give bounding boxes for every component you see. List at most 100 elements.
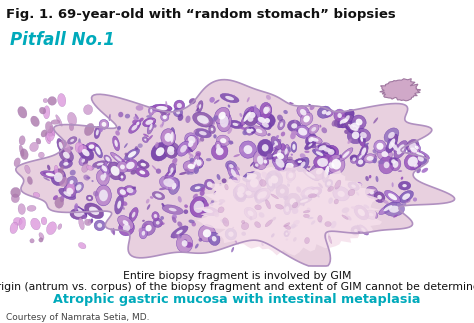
Ellipse shape (261, 243, 264, 246)
Ellipse shape (294, 159, 305, 165)
Ellipse shape (246, 172, 252, 176)
Ellipse shape (125, 114, 130, 119)
Ellipse shape (211, 143, 228, 160)
Ellipse shape (66, 176, 77, 188)
Ellipse shape (57, 166, 64, 177)
Ellipse shape (284, 148, 288, 155)
Ellipse shape (117, 187, 128, 197)
Ellipse shape (247, 97, 250, 102)
Ellipse shape (82, 159, 85, 163)
Ellipse shape (20, 149, 28, 160)
Ellipse shape (292, 208, 299, 214)
Ellipse shape (324, 157, 339, 174)
Ellipse shape (84, 123, 94, 136)
Ellipse shape (167, 148, 174, 155)
Ellipse shape (164, 178, 175, 187)
Ellipse shape (413, 164, 418, 167)
Ellipse shape (257, 194, 261, 199)
Ellipse shape (262, 122, 269, 128)
Ellipse shape (296, 197, 312, 204)
Ellipse shape (283, 110, 288, 114)
Ellipse shape (10, 222, 18, 234)
Ellipse shape (316, 194, 319, 197)
Ellipse shape (117, 161, 128, 173)
Ellipse shape (132, 212, 136, 218)
Ellipse shape (139, 170, 145, 174)
Ellipse shape (77, 208, 84, 215)
Ellipse shape (74, 203, 78, 211)
Ellipse shape (376, 143, 383, 150)
Ellipse shape (129, 207, 138, 222)
Ellipse shape (197, 206, 219, 215)
Ellipse shape (93, 191, 99, 196)
Text: Atrophic gastric mucosa with intestinal metaplasia: Atrophic gastric mucosa with intestinal … (53, 293, 421, 306)
Ellipse shape (172, 217, 176, 223)
Ellipse shape (120, 179, 124, 182)
Ellipse shape (309, 137, 314, 142)
Ellipse shape (328, 186, 331, 191)
Ellipse shape (217, 144, 220, 151)
Ellipse shape (171, 170, 175, 174)
Ellipse shape (301, 187, 317, 198)
Ellipse shape (159, 175, 179, 190)
Ellipse shape (195, 186, 201, 189)
Ellipse shape (374, 192, 385, 203)
Ellipse shape (290, 133, 296, 139)
Ellipse shape (306, 172, 316, 179)
Ellipse shape (356, 225, 360, 231)
Ellipse shape (358, 132, 365, 146)
Ellipse shape (147, 204, 150, 210)
Ellipse shape (178, 114, 183, 121)
Ellipse shape (326, 162, 330, 168)
Ellipse shape (190, 143, 197, 149)
Ellipse shape (383, 205, 392, 211)
Ellipse shape (163, 115, 167, 119)
Ellipse shape (254, 174, 259, 179)
Ellipse shape (350, 154, 357, 160)
Ellipse shape (135, 120, 141, 127)
Ellipse shape (161, 113, 169, 121)
Ellipse shape (244, 107, 261, 123)
Ellipse shape (184, 149, 191, 153)
Ellipse shape (59, 142, 63, 150)
Ellipse shape (51, 169, 66, 185)
Ellipse shape (265, 107, 270, 112)
Ellipse shape (64, 191, 71, 197)
Ellipse shape (339, 148, 353, 161)
Ellipse shape (410, 148, 417, 153)
Ellipse shape (320, 156, 329, 167)
Ellipse shape (348, 182, 359, 191)
Ellipse shape (203, 208, 213, 213)
Ellipse shape (30, 142, 38, 151)
Ellipse shape (149, 124, 153, 130)
Ellipse shape (94, 126, 100, 139)
Ellipse shape (287, 183, 290, 187)
Ellipse shape (384, 191, 401, 203)
Ellipse shape (194, 167, 199, 174)
Ellipse shape (27, 205, 36, 211)
Ellipse shape (287, 157, 293, 161)
Ellipse shape (295, 125, 310, 138)
Ellipse shape (285, 193, 301, 210)
Text: Courtesy of Namrata Setia, MD.: Courtesy of Namrata Setia, MD. (6, 313, 149, 322)
Ellipse shape (154, 214, 157, 217)
Ellipse shape (305, 189, 313, 196)
Ellipse shape (351, 226, 361, 235)
Ellipse shape (361, 150, 365, 155)
Ellipse shape (183, 239, 187, 244)
Ellipse shape (350, 125, 358, 131)
Ellipse shape (92, 161, 108, 167)
Ellipse shape (130, 156, 132, 162)
Ellipse shape (164, 133, 172, 142)
Ellipse shape (69, 123, 73, 131)
Ellipse shape (97, 162, 103, 166)
Ellipse shape (214, 212, 219, 217)
Ellipse shape (229, 173, 233, 175)
Ellipse shape (242, 188, 255, 198)
Ellipse shape (310, 105, 315, 110)
Ellipse shape (384, 202, 404, 216)
Ellipse shape (18, 107, 27, 118)
Ellipse shape (173, 148, 176, 151)
Ellipse shape (191, 184, 205, 192)
Ellipse shape (64, 162, 69, 166)
